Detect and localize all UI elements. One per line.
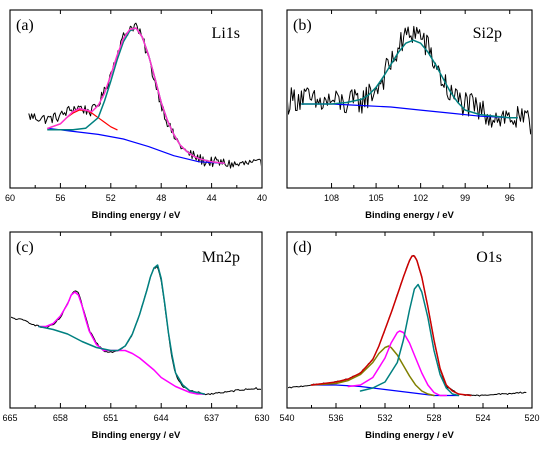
x-tick-label: 644 xyxy=(154,413,169,423)
panel-letter: (a) xyxy=(16,17,34,34)
x-tick-label: 108 xyxy=(324,193,339,203)
series-envelope-1 xyxy=(310,255,472,397)
xps-panel-mn2p: 665 658 651 644 637 630 Binding energy / eV (c)… xyxy=(2,231,270,441)
x-axis-label: Binding energy / eV xyxy=(92,210,181,221)
x-tick-label: 532 xyxy=(377,413,392,423)
x-tick-label: 665 xyxy=(2,413,17,423)
x-tick-label: 637 xyxy=(204,413,219,423)
panel-title: O1s xyxy=(476,249,502,266)
series-raw-0 xyxy=(28,22,261,169)
series-group xyxy=(11,264,261,396)
series-raw-0 xyxy=(288,25,531,135)
panel-letter: (c) xyxy=(16,239,34,256)
x-tick-label: 658 xyxy=(53,413,68,423)
x-tick-label: 105 xyxy=(369,193,384,203)
xps-panel-si2p: 108 105 102 99 96 Binding energy / eV (b) Si2p xyxy=(286,9,533,221)
x-tick-label: 48 xyxy=(156,193,166,203)
x-axis-label: Binding energy / eV xyxy=(365,430,454,441)
x-tick-label: 60 xyxy=(5,193,15,203)
x-tick-label: 56 xyxy=(55,193,65,203)
x-tick-label: 99 xyxy=(460,193,470,203)
series-component-3 xyxy=(347,330,448,397)
x-tick-label: 102 xyxy=(413,193,428,203)
panel-title: Mn2p xyxy=(202,249,240,266)
x-tick-label: 528 xyxy=(426,413,441,423)
x-tick-label: 520 xyxy=(524,413,539,423)
x-tick-label: 52 xyxy=(106,193,116,203)
x-axis-label: Binding energy / eV xyxy=(92,430,181,441)
x-tick-label: 536 xyxy=(328,413,343,423)
x-tick-label: 630 xyxy=(254,413,269,423)
series-envelope-1 xyxy=(47,27,225,165)
x-axis-label: Binding energy / eV xyxy=(365,210,454,221)
x-tick-label: 40 xyxy=(257,193,267,203)
series-envelope-1 xyxy=(301,39,518,119)
series-raw-0 xyxy=(11,265,261,396)
panel-title: Li1s xyxy=(212,25,240,42)
series-component-4 xyxy=(359,283,460,397)
series-group xyxy=(288,25,531,135)
panel-letter: (b) xyxy=(293,17,312,34)
series-group xyxy=(28,22,261,169)
series-background-4 xyxy=(47,127,225,164)
panel-letter: (d) xyxy=(293,239,312,256)
x-tick-label: 540 xyxy=(279,413,294,423)
xps-panel-o1s: 540 536 532 528 524 520 Binding energy / eV (d)… xyxy=(279,231,540,441)
series-component-2 xyxy=(38,264,206,395)
series-group xyxy=(288,254,527,397)
x-tick-label: 96 xyxy=(505,193,515,203)
xps-panel-li1s: 60 56 52 48 44 40 Binding energy / eV (a) Li1s xyxy=(5,9,267,221)
panel-title: Si2p xyxy=(473,25,502,42)
x-tick-label: 651 xyxy=(103,413,118,423)
x-tick-label: 524 xyxy=(475,413,490,423)
plot-frame xyxy=(286,9,533,189)
x-tick-label: 44 xyxy=(207,193,217,203)
